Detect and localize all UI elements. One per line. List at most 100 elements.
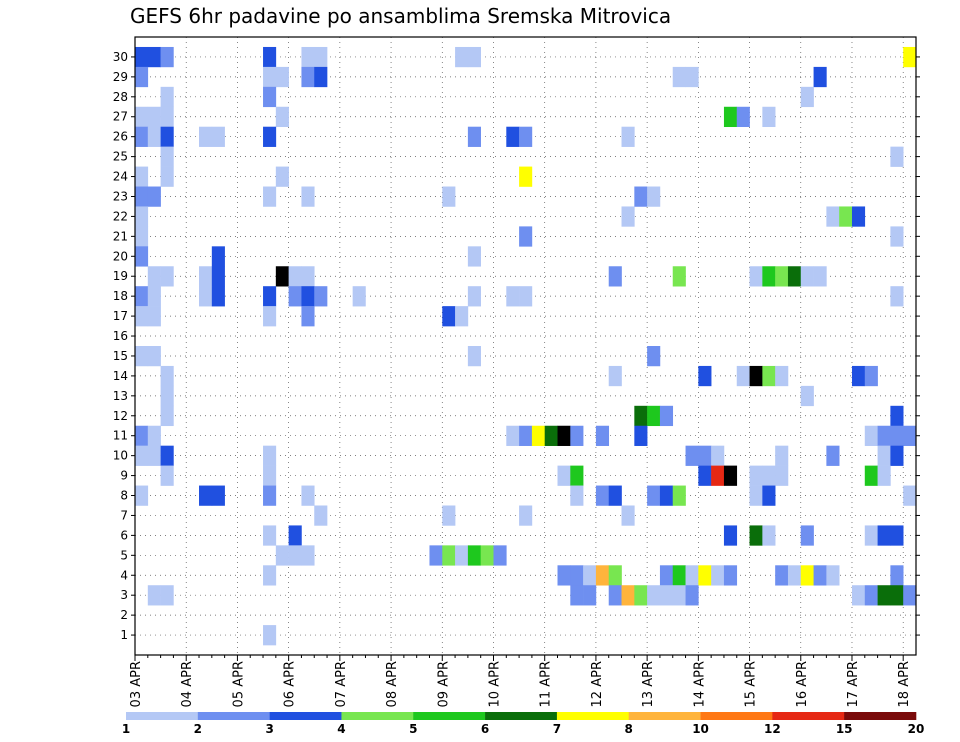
heatmap-cell <box>263 286 277 307</box>
heatmap-cell <box>519 505 533 526</box>
x-tick-label: 13 APR <box>641 661 656 707</box>
heatmap-cell <box>864 425 878 446</box>
heatmap-cell <box>519 286 533 307</box>
legend-swatch <box>269 712 342 720</box>
heatmap-cell <box>147 46 161 68</box>
heatmap-cell <box>263 485 277 506</box>
heatmap-cell <box>685 565 699 586</box>
y-tick-label: 24 <box>113 170 128 184</box>
heatmap-cell <box>595 565 610 586</box>
heatmap-cell <box>211 126 225 147</box>
heatmap-cell <box>608 565 622 586</box>
heatmap-cell <box>800 86 814 108</box>
heatmap-cell <box>890 525 904 546</box>
heatmap-cell <box>467 286 481 307</box>
heatmap-cell <box>570 465 584 486</box>
heatmap-cell <box>135 246 149 267</box>
legend-swatch <box>628 712 701 720</box>
heatmap-cell <box>890 286 904 307</box>
heatmap-cell <box>263 186 277 207</box>
legend-swatch <box>413 712 486 720</box>
heatmap-cell <box>135 66 149 88</box>
heatmap-cell <box>301 266 315 287</box>
heatmap-cell <box>160 86 174 108</box>
legend-label: 6 <box>481 722 489 736</box>
heatmap-cell <box>749 485 763 506</box>
y-tick-label: 23 <box>113 189 128 203</box>
heatmap-cell <box>135 186 149 207</box>
legend-label: 15 <box>836 722 853 736</box>
heatmap-cell <box>429 545 443 566</box>
heatmap-cell <box>890 425 904 446</box>
heatmap-cell <box>890 585 904 606</box>
heatmap-cell <box>275 545 289 566</box>
heatmap-cell <box>147 585 161 606</box>
heatmap-cell <box>775 365 789 387</box>
x-tick-label: 15 APR <box>744 661 759 707</box>
heatmap-cell <box>736 365 750 387</box>
heatmap-cell <box>211 286 225 307</box>
heatmap-cell <box>877 525 891 546</box>
x-tick-label: 11 APR <box>539 661 554 707</box>
heatmap-cell <box>263 66 277 88</box>
heatmap-cell <box>467 126 481 147</box>
heatmap-cell <box>851 365 866 387</box>
y-tick-label: 6 <box>120 528 128 542</box>
legend-label: 12 <box>764 722 781 736</box>
heatmap-cell <box>634 186 648 207</box>
heatmap-cell <box>723 525 738 546</box>
legend-swatch <box>772 712 845 720</box>
heatmap-cell <box>634 425 648 446</box>
heatmap-cell <box>647 585 661 606</box>
y-tick-label: 8 <box>120 489 128 503</box>
heatmap-cell <box>467 246 481 267</box>
heatmap-cell <box>647 485 661 506</box>
heatmap-cell <box>762 525 776 546</box>
x-tick-label: 06 APR <box>283 661 298 707</box>
legend-swatch <box>700 712 773 720</box>
heatmap-cell <box>800 266 814 287</box>
heatmap-cell <box>903 485 917 506</box>
heatmap-cell <box>800 385 814 407</box>
legend-label: 10 <box>692 722 709 736</box>
heatmap-cell <box>608 585 622 606</box>
heatmap-cell <box>672 66 686 88</box>
heatmap-cell <box>890 226 904 247</box>
chart-title: GEFS 6hr padavine po ansamblima Sremska … <box>130 4 672 28</box>
heatmap-cell <box>199 266 213 287</box>
heatmap-cell <box>800 565 814 586</box>
heatmap-cell <box>288 286 302 307</box>
y-tick-label: 22 <box>113 209 128 223</box>
y-tick-label: 14 <box>113 369 128 383</box>
heatmap-cell <box>698 565 712 586</box>
y-tick-label: 13 <box>113 389 128 403</box>
heatmap-cell <box>442 505 456 526</box>
legend-label: 20 <box>908 722 925 736</box>
heatmap-cell <box>595 425 610 446</box>
legend-label: 2 <box>194 722 202 736</box>
heatmap-cell <box>634 585 648 606</box>
x-tick-label: 08 APR <box>385 661 400 707</box>
heatmap-cell <box>775 266 789 287</box>
legend-swatch <box>197 712 270 720</box>
heatmap-cell <box>314 286 328 307</box>
y-tick-label: 20 <box>113 249 128 263</box>
heatmap-cell <box>455 46 469 68</box>
heatmap-cell <box>826 445 840 466</box>
heatmap-cell <box>839 206 853 227</box>
x-tick-label: 14 APR <box>692 661 707 707</box>
heatmap-cell <box>147 425 161 446</box>
heatmap-cell <box>263 126 277 147</box>
heatmap-cell <box>301 306 315 327</box>
heatmap-cell <box>519 166 533 187</box>
heatmap-cell <box>672 585 686 606</box>
heatmap-cell <box>263 625 277 646</box>
heatmap-cell <box>442 306 456 327</box>
heatmap-cell <box>621 585 635 606</box>
heatmap-cell <box>685 66 699 88</box>
heatmap-cell <box>147 106 161 128</box>
heatmap-cell <box>698 465 712 486</box>
heatmap-cell <box>723 106 738 128</box>
heatmap-cell <box>608 485 622 506</box>
heatmap-cell <box>749 525 763 546</box>
